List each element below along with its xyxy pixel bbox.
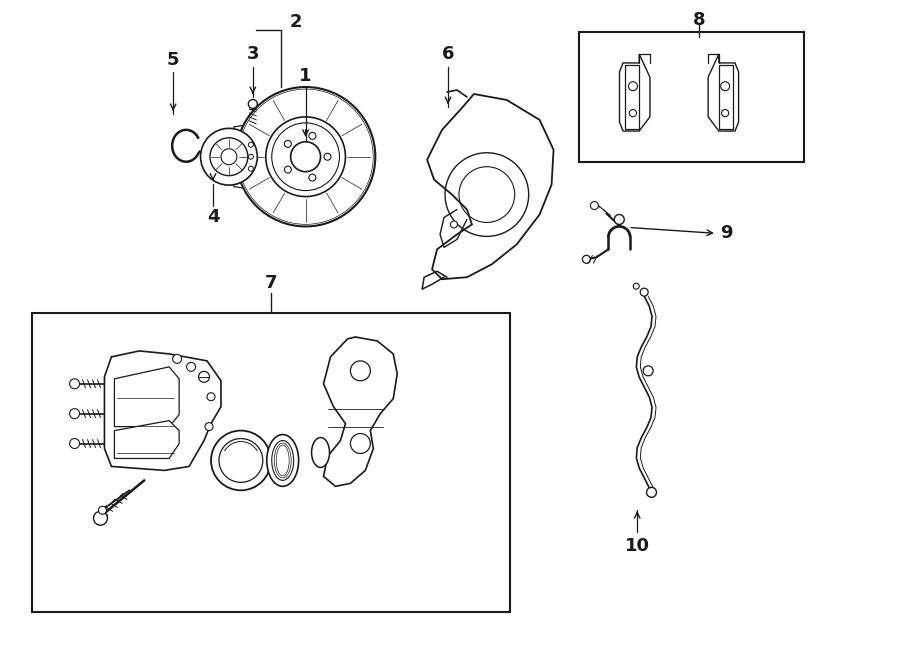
Circle shape	[309, 174, 316, 181]
Circle shape	[451, 221, 457, 228]
Polygon shape	[719, 65, 733, 130]
Circle shape	[291, 142, 320, 172]
Circle shape	[186, 362, 195, 371]
Circle shape	[722, 110, 729, 117]
Circle shape	[721, 82, 730, 91]
Circle shape	[324, 153, 331, 160]
Circle shape	[199, 371, 210, 382]
Circle shape	[628, 82, 637, 91]
Polygon shape	[234, 125, 256, 188]
Circle shape	[350, 361, 370, 381]
Circle shape	[219, 438, 263, 483]
Circle shape	[284, 140, 292, 147]
Text: 9: 9	[721, 225, 734, 243]
Circle shape	[205, 422, 213, 430]
Circle shape	[248, 154, 253, 159]
Bar	[32, 313, 509, 612]
Bar	[580, 32, 804, 162]
Circle shape	[590, 202, 598, 210]
Text: 8: 8	[693, 11, 706, 29]
Circle shape	[248, 142, 253, 147]
Circle shape	[634, 283, 639, 289]
Circle shape	[173, 354, 182, 364]
Circle shape	[644, 366, 653, 376]
Text: 5: 5	[166, 51, 179, 69]
Text: 3: 3	[247, 45, 259, 63]
Circle shape	[94, 511, 107, 525]
Ellipse shape	[272, 440, 293, 481]
Circle shape	[640, 288, 648, 296]
Circle shape	[98, 506, 106, 514]
Polygon shape	[625, 65, 639, 130]
Text: 4: 4	[207, 208, 220, 227]
Circle shape	[69, 408, 79, 418]
Text: 6: 6	[442, 45, 454, 63]
Text: 7: 7	[265, 274, 277, 292]
Circle shape	[69, 379, 79, 389]
Circle shape	[629, 110, 636, 117]
Polygon shape	[428, 94, 554, 279]
Polygon shape	[114, 420, 179, 459]
Text: 10: 10	[625, 537, 650, 555]
Polygon shape	[104, 351, 221, 471]
Circle shape	[582, 255, 590, 263]
Polygon shape	[323, 337, 397, 486]
Circle shape	[248, 166, 253, 171]
Circle shape	[211, 430, 271, 490]
Circle shape	[309, 132, 316, 139]
Circle shape	[350, 434, 370, 453]
Text: 2: 2	[290, 13, 302, 31]
Circle shape	[284, 166, 292, 173]
Ellipse shape	[266, 434, 299, 486]
Circle shape	[248, 99, 257, 108]
Circle shape	[201, 128, 257, 185]
Circle shape	[69, 438, 79, 449]
Circle shape	[266, 117, 346, 196]
Polygon shape	[619, 54, 650, 131]
Circle shape	[236, 87, 375, 227]
Polygon shape	[114, 367, 179, 426]
Circle shape	[210, 137, 248, 176]
Text: 1: 1	[300, 67, 312, 85]
Circle shape	[615, 214, 625, 225]
Circle shape	[207, 393, 215, 401]
Circle shape	[646, 487, 656, 497]
Polygon shape	[708, 54, 739, 131]
Ellipse shape	[311, 438, 329, 467]
Circle shape	[221, 149, 237, 165]
